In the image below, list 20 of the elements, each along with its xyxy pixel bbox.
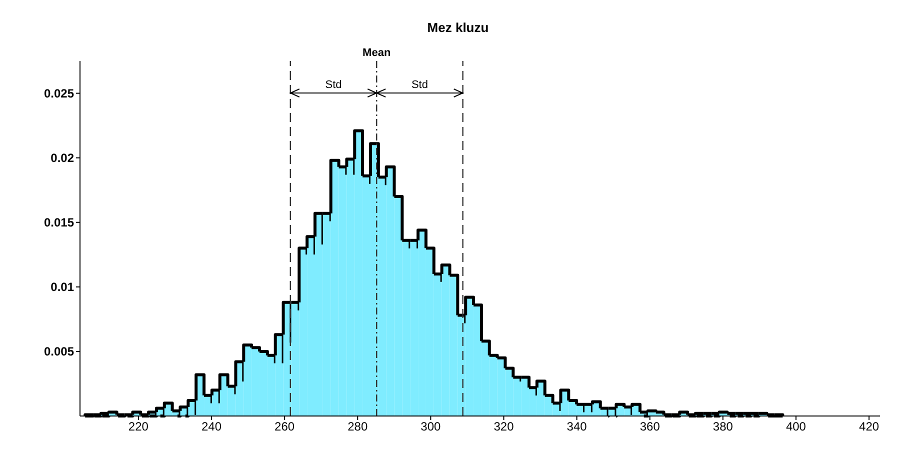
annotation: Std xyxy=(411,79,428,91)
x-tick-label: 320 xyxy=(494,420,514,434)
y-tick-label: 0.01 xyxy=(50,280,74,294)
x-tick-label: 300 xyxy=(420,420,442,434)
x-tick-label: 380 xyxy=(712,420,734,434)
x-tick-label: 280 xyxy=(348,420,368,434)
chart-title: Mez kluzu xyxy=(426,20,490,35)
x-tick-label: 260 xyxy=(274,420,295,434)
annotation: Std xyxy=(325,79,342,91)
ref-line-label: Mean xyxy=(362,47,391,59)
x-tick-label: 240 xyxy=(201,420,222,434)
y-tick-label: 0.015 xyxy=(44,216,74,230)
y-tick-label: 0.005 xyxy=(44,344,74,359)
x-tick-label: 420 xyxy=(859,420,880,434)
x-tick-label: 360 xyxy=(640,420,660,434)
x-tick-label: 220 xyxy=(128,420,149,434)
x-tick-label: 340 xyxy=(566,420,588,434)
y-tick-label: 0.02 xyxy=(50,151,74,166)
y-tick-label: 0.025 xyxy=(44,86,74,101)
x-tick-label: 400 xyxy=(786,420,806,434)
